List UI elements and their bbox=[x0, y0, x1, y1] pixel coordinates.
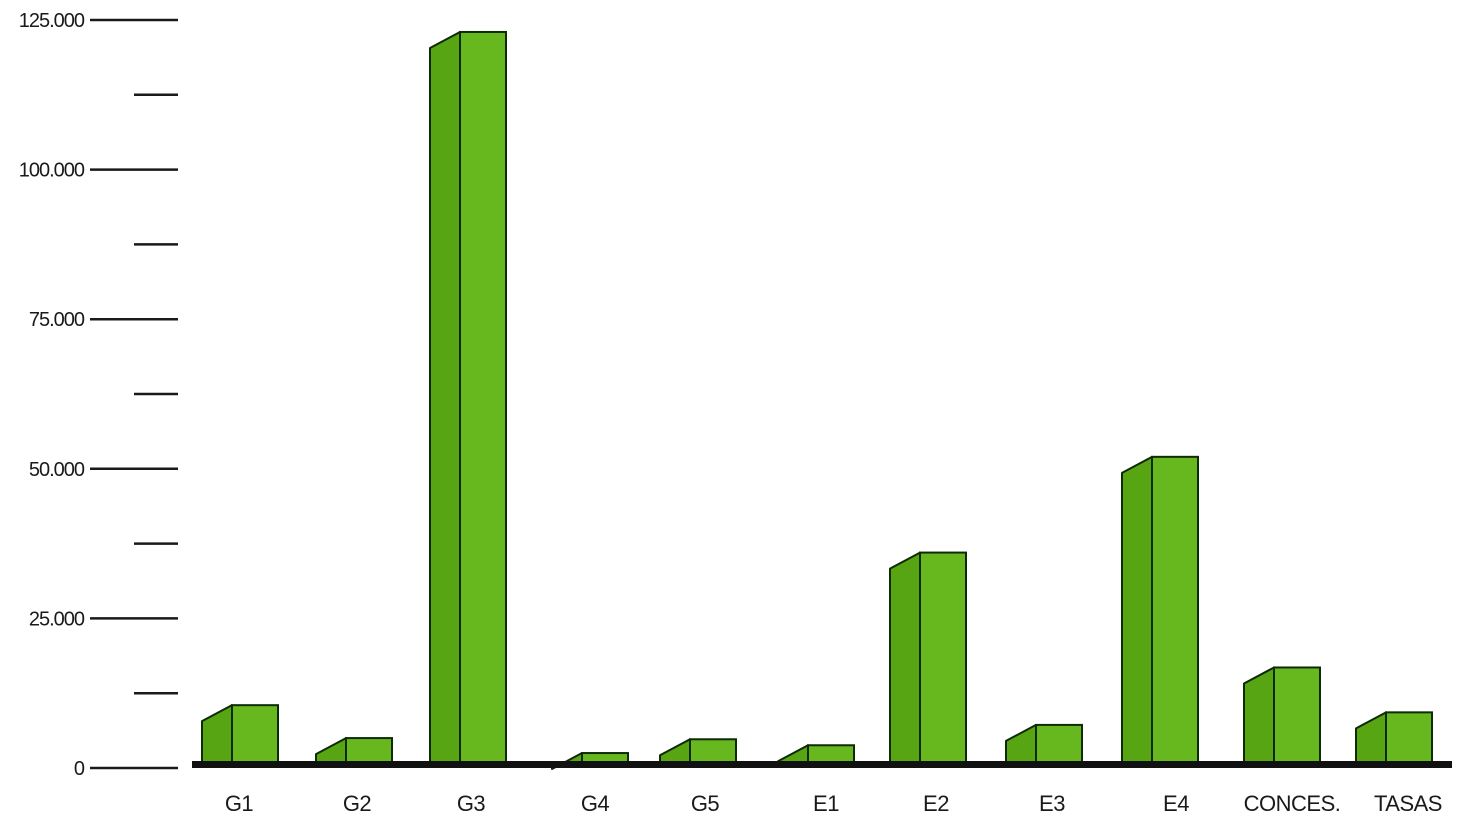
bar-side-face bbox=[1355, 711, 1387, 763]
bar-side-face bbox=[429, 30, 461, 763]
bar-side-face bbox=[777, 744, 809, 763]
bar bbox=[1121, 455, 1199, 763]
bar-side-face bbox=[1121, 455, 1153, 763]
bar-side-face bbox=[201, 704, 233, 763]
bar-front-face bbox=[231, 704, 279, 764]
x-tick-label: G4 bbox=[581, 791, 610, 816]
baseline bbox=[192, 761, 1452, 768]
y-tick-label: 25.000 bbox=[29, 608, 85, 630]
bar-side-face bbox=[1005, 723, 1037, 763]
bar bbox=[201, 704, 279, 764]
bar-front-face bbox=[581, 752, 629, 763]
bar-front-face bbox=[1151, 455, 1199, 763]
bar-front-face bbox=[1385, 711, 1433, 764]
bar bbox=[1005, 723, 1083, 764]
x-tick-label: G1 bbox=[225, 791, 254, 816]
bar-front-face bbox=[1035, 723, 1083, 764]
x-axis-baseline bbox=[192, 761, 1452, 768]
x-tick-label: G2 bbox=[343, 791, 372, 816]
y-tick-label: 75.000 bbox=[29, 309, 85, 331]
x-tick-label: E2 bbox=[923, 791, 949, 816]
bar bbox=[889, 551, 967, 763]
bar-front-face bbox=[345, 737, 393, 764]
y-tick-label: 125.000 bbox=[19, 10, 85, 32]
bars bbox=[201, 30, 1433, 771]
bar-front-face bbox=[807, 744, 855, 764]
bar-front-face bbox=[1273, 666, 1321, 764]
bar bbox=[659, 738, 737, 763]
bar bbox=[1243, 666, 1321, 764]
x-tick-label: CONCES. bbox=[1244, 791, 1341, 816]
x-axis-labels: G1 G2 G3 G4 G5 E1 E2 E3 E4 CONCES. TASAS bbox=[225, 791, 1443, 816]
y-tick-label: 100.000 bbox=[19, 160, 85, 182]
x-tick-label: G3 bbox=[457, 791, 486, 816]
bar bbox=[777, 744, 855, 764]
x-tick-label: E3 bbox=[1039, 791, 1065, 816]
bar bbox=[429, 30, 507, 763]
bar-side-face bbox=[659, 738, 691, 763]
bar-front-face bbox=[459, 30, 507, 763]
bar bbox=[1355, 711, 1433, 764]
x-tick-label: G5 bbox=[691, 791, 720, 816]
bar-side-face bbox=[315, 737, 347, 763]
x-tick-label: TASAS bbox=[1374, 791, 1442, 816]
y-axis: 0 25.000 50.000 75.000 100.000 125.000 bbox=[19, 10, 178, 780]
x-tick-label: E1 bbox=[813, 791, 839, 816]
bar bbox=[315, 737, 393, 764]
bar-front-face bbox=[919, 551, 967, 763]
y-tick-label: 50.000 bbox=[29, 459, 85, 481]
bar-side-face bbox=[889, 551, 921, 763]
x-tick-label: E4 bbox=[1163, 791, 1189, 816]
bar-side-face bbox=[1243, 666, 1275, 763]
y-tick-label: 0 bbox=[74, 758, 85, 780]
bar-front-face bbox=[689, 738, 737, 763]
